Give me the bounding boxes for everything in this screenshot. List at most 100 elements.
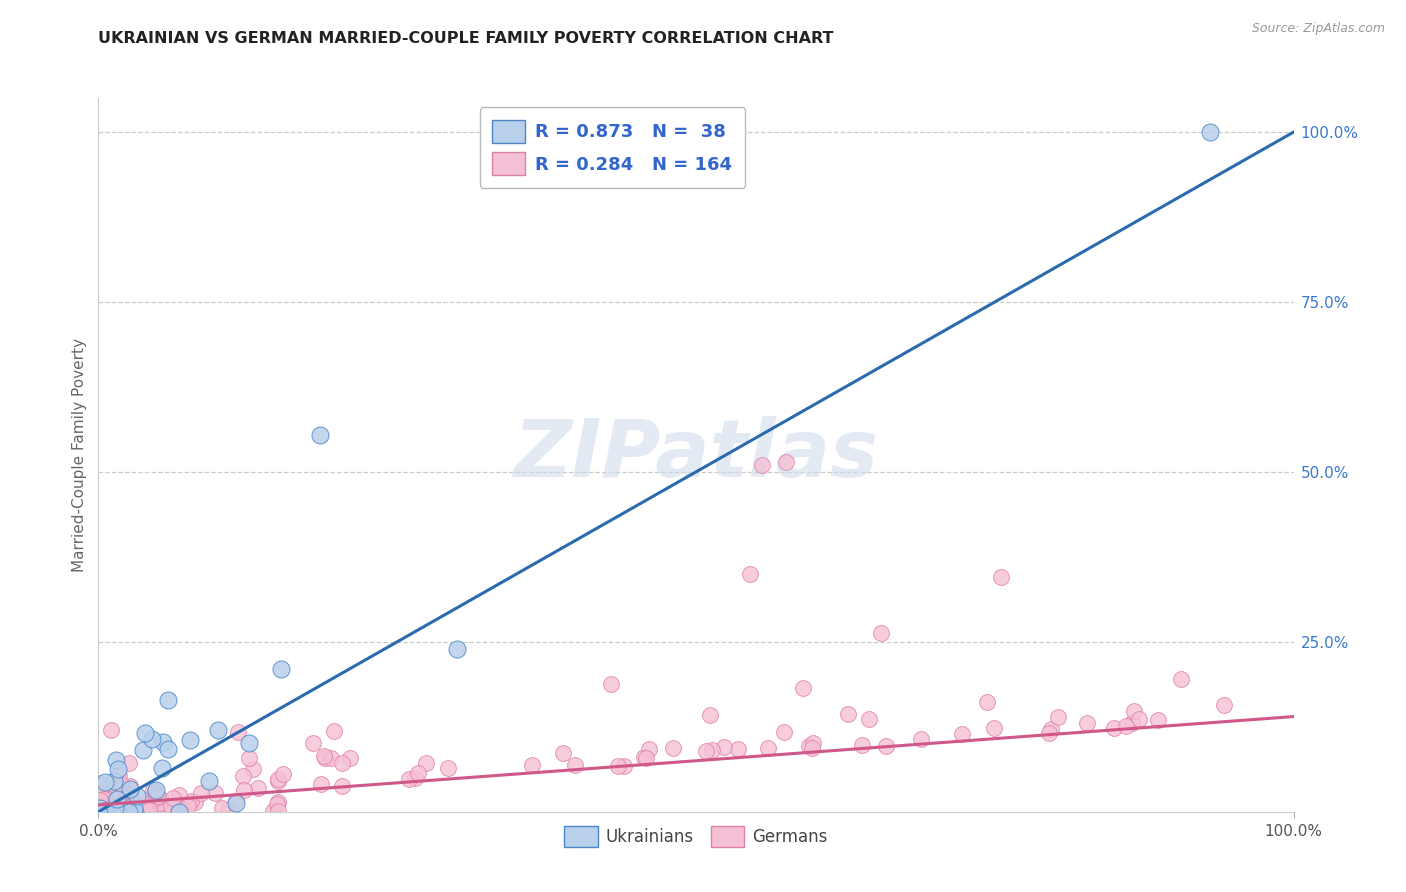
Point xyxy=(105,753,128,767)
Point xyxy=(323,724,346,739)
Point xyxy=(232,769,254,783)
Point xyxy=(738,566,761,581)
Point xyxy=(107,762,129,776)
Point xyxy=(1199,125,1222,139)
Point xyxy=(96,805,118,819)
Point xyxy=(801,736,824,750)
Point xyxy=(314,751,336,765)
Point xyxy=(145,783,167,797)
Point xyxy=(177,799,200,814)
Point xyxy=(238,750,260,764)
Legend: Ukrainians, Germans: Ukrainians, Germans xyxy=(558,820,834,854)
Point xyxy=(1076,715,1098,730)
Point xyxy=(875,739,897,753)
Point xyxy=(990,570,1012,584)
Point xyxy=(118,804,141,818)
Point xyxy=(134,725,156,739)
Point xyxy=(111,796,134,810)
Point xyxy=(114,790,136,805)
Point xyxy=(91,797,114,812)
Point xyxy=(800,741,823,756)
Point xyxy=(141,731,163,746)
Point xyxy=(143,785,166,799)
Point xyxy=(94,802,117,816)
Point xyxy=(870,626,893,640)
Point xyxy=(117,800,139,814)
Point xyxy=(96,805,118,819)
Point xyxy=(661,741,683,756)
Point xyxy=(246,780,269,795)
Point xyxy=(108,803,131,817)
Point xyxy=(1038,725,1060,739)
Point xyxy=(162,790,184,805)
Point xyxy=(339,751,361,765)
Point xyxy=(727,742,749,756)
Point xyxy=(96,790,118,805)
Point xyxy=(321,750,343,764)
Point xyxy=(225,796,247,810)
Point xyxy=(110,777,132,791)
Point xyxy=(520,757,543,772)
Point xyxy=(110,796,132,810)
Point xyxy=(177,796,200,810)
Point xyxy=(89,776,111,790)
Point xyxy=(211,800,233,814)
Point xyxy=(600,677,623,691)
Point xyxy=(91,795,114,809)
Point xyxy=(104,799,127,814)
Point xyxy=(94,805,117,819)
Point xyxy=(101,791,124,805)
Point xyxy=(613,759,636,773)
Text: ZIPatlas: ZIPatlas xyxy=(513,416,879,494)
Point xyxy=(700,743,723,757)
Point xyxy=(184,796,207,810)
Point xyxy=(156,693,179,707)
Point xyxy=(330,780,353,794)
Point xyxy=(89,786,111,800)
Point xyxy=(110,803,132,817)
Point xyxy=(713,739,735,754)
Point xyxy=(983,721,1005,735)
Point xyxy=(179,733,201,747)
Point xyxy=(97,803,120,817)
Point xyxy=(837,706,859,721)
Point xyxy=(160,798,183,813)
Point xyxy=(273,766,295,780)
Point xyxy=(267,772,290,786)
Point xyxy=(118,805,141,819)
Point xyxy=(226,725,249,739)
Point xyxy=(858,712,880,726)
Point xyxy=(149,796,172,810)
Point xyxy=(180,794,202,808)
Point xyxy=(408,766,430,780)
Point xyxy=(267,804,290,818)
Point xyxy=(118,756,141,770)
Point xyxy=(198,773,221,788)
Point xyxy=(169,802,191,816)
Point xyxy=(1128,713,1150,727)
Point xyxy=(551,746,574,760)
Point xyxy=(190,786,212,800)
Point xyxy=(120,803,142,817)
Point xyxy=(117,786,139,800)
Point xyxy=(128,803,150,817)
Point xyxy=(267,773,290,788)
Point xyxy=(93,803,115,817)
Point xyxy=(699,708,721,723)
Point xyxy=(436,761,458,775)
Point xyxy=(94,789,117,804)
Point xyxy=(204,787,226,801)
Point xyxy=(242,762,264,776)
Point xyxy=(225,794,247,808)
Point xyxy=(93,804,115,818)
Point xyxy=(314,749,336,764)
Point xyxy=(1115,718,1137,732)
Point xyxy=(122,800,145,814)
Point xyxy=(1147,713,1170,727)
Point xyxy=(308,427,330,442)
Point xyxy=(169,789,191,803)
Point xyxy=(149,799,172,814)
Point xyxy=(112,798,135,813)
Point xyxy=(146,789,169,803)
Point xyxy=(150,761,173,775)
